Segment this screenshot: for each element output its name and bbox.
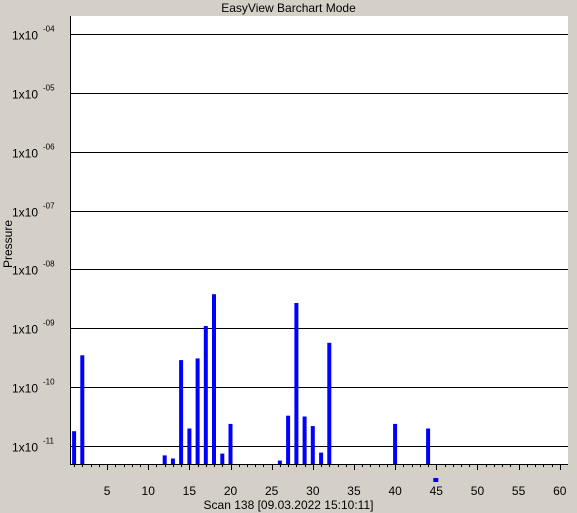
bar-series xyxy=(72,294,431,464)
y-tick-exponent: -10 xyxy=(43,378,55,387)
mass-marker-square xyxy=(433,478,439,482)
mass-marker xyxy=(433,478,439,482)
x-axis: 5 10 15 20 25 30 35 40 45 50 55 60 xyxy=(74,464,567,498)
x-tick-label: 25 xyxy=(265,484,279,498)
bar-mass-19 xyxy=(220,453,225,464)
bar-mass-12 xyxy=(162,455,167,464)
plot-area xyxy=(70,16,568,464)
y-tick-label: 1x10 xyxy=(12,323,38,337)
bar-mass-40 xyxy=(393,423,398,464)
y-tick-exponent: -05 xyxy=(43,84,55,93)
y-tick-label: 1x10 xyxy=(12,382,38,396)
bar-mass-27 xyxy=(286,415,291,464)
bar-mass-1 xyxy=(72,431,77,464)
chart-title: EasyView Barchart Mode xyxy=(221,1,356,15)
bar-mass-18 xyxy=(212,294,216,464)
x-tick-label: 35 xyxy=(347,484,361,498)
bar-mass-15 xyxy=(187,428,192,464)
bar-mass-31 xyxy=(319,452,324,464)
y-tick-label: 1x10 xyxy=(12,206,38,220)
bar-mass-32 xyxy=(327,342,332,464)
x-tick-label: 5 xyxy=(104,484,111,498)
y-tick-exponent: -08 xyxy=(43,260,55,269)
grid-lines xyxy=(70,16,568,465)
y-tick-exponent: -09 xyxy=(43,319,55,328)
y-tick-exponent: -04 xyxy=(43,25,55,34)
bar-mass-16 xyxy=(195,358,200,464)
y-tick-label: 1x10 xyxy=(12,88,38,102)
y-tick-exponent: -11 xyxy=(43,437,55,446)
x-tick-label: 50 xyxy=(471,484,485,498)
bar-mass-29 xyxy=(302,416,307,464)
y-tick-exponent: -07 xyxy=(43,202,55,211)
x-tick-label: 55 xyxy=(512,484,526,498)
bar-mass-28 xyxy=(294,303,299,464)
x-tick-label: 60 xyxy=(553,484,567,498)
bar-mass-13 xyxy=(170,458,175,464)
bar-mass-26 xyxy=(277,460,282,464)
x-tick-label: 15 xyxy=(183,484,197,498)
bar-mass-44 xyxy=(426,428,431,464)
x-tick-label: 20 xyxy=(224,484,238,498)
x-tick-label: 10 xyxy=(142,484,156,498)
x-tick-label: 30 xyxy=(306,484,320,498)
y-tick-label: 1x10 xyxy=(12,147,38,161)
bar-mass-2 xyxy=(80,355,85,464)
x-axis-label: Scan 138 [09.03.2022 15:10:11] xyxy=(203,498,374,512)
bar-mass-14 xyxy=(179,360,184,464)
bar-mass-30 xyxy=(310,426,315,464)
bar-mass-17 xyxy=(203,326,208,464)
x-tick-label: 45 xyxy=(430,484,444,498)
y-tick-exponent: -06 xyxy=(43,143,55,152)
bar-mass-20 xyxy=(228,423,233,464)
y-tick-label: 1x10 xyxy=(12,441,38,455)
x-tick-label: 40 xyxy=(388,484,402,498)
y-tick-label: 1x10 xyxy=(12,29,38,43)
y-tick-label: 1x10 xyxy=(12,264,38,278)
